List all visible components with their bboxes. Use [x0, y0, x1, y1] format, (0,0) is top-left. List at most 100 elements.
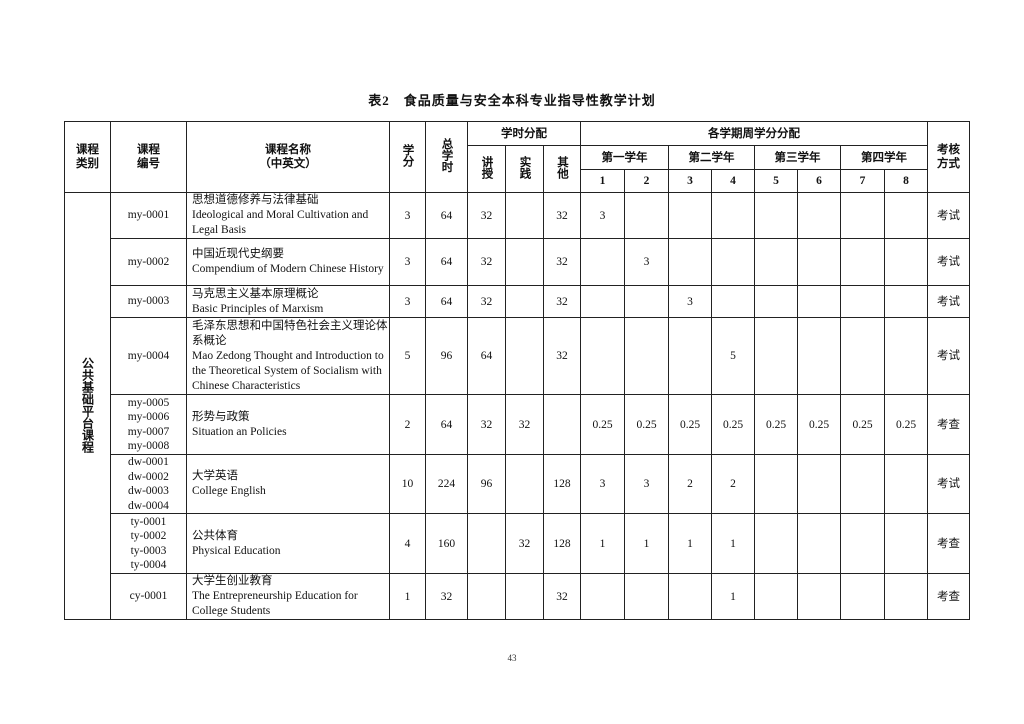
semester-6-cell: [797, 454, 842, 514]
semester-2-cell: 0.25: [624, 394, 670, 455]
course-code-cell: cy-0001: [110, 573, 187, 620]
semester-2-cell: [624, 285, 670, 318]
course-name-cn: 形势与政策: [192, 410, 250, 423]
table-row: ty-0001 ty-0002 ty-0003 ty-0004 公共体育 Physical…: [65, 513, 971, 574]
course-code: my-0003: [127, 295, 170, 308]
course-name-en: The Entrepreneurship Education for Colle…: [192, 590, 358, 617]
semester-7-cell: [840, 317, 886, 395]
header-semester-2: 2: [624, 169, 670, 193]
semester-1-cell: [580, 317, 626, 395]
header-semester-3: 3: [668, 169, 713, 193]
semester-2-cell: [624, 192, 670, 239]
course-name-cn: 马克思主义基本原理概论: [192, 287, 319, 300]
course-code: my-0005: [127, 396, 170, 409]
course-code: dw-0003: [128, 485, 169, 497]
header-semester-6: 6: [797, 169, 842, 193]
semester-1-cell: 0.25: [580, 394, 626, 455]
course-code-cell: my-0004: [110, 317, 187, 395]
lecture-cell: 32: [467, 394, 506, 455]
course-name-cell: 中国近现代史纲要 Compendium of Modern Chinese His…: [186, 238, 390, 286]
credit-cell: 3: [389, 192, 426, 239]
table-row: my-0002 中国近现代史纲要 Compendium of Modern Chin…: [65, 238, 971, 286]
course-code-cell: dw-0001 dw-0002 dw-0003 dw-0004: [110, 454, 187, 514]
course-name-cell: 马克思主义基本原理概论 Basic Principles of Marxism: [186, 285, 390, 318]
table-row: 公共基础平台课程 my-0001 思想道德修养与法律基础 Ideological an…: [64, 192, 971, 620]
header-practice: 实践: [505, 145, 544, 193]
course-code: my-0008: [127, 440, 170, 452]
semester-6-cell: [797, 285, 842, 318]
total-cell: 160: [425, 513, 468, 574]
semester-2-cell: [624, 317, 670, 395]
semester-6-cell: 0.25: [797, 394, 842, 455]
semester-5-cell: 0.25: [754, 394, 799, 455]
header-other: 其他: [542, 145, 582, 193]
semester-8-cell: [884, 513, 929, 574]
semester-1-cell: [580, 238, 626, 286]
semester-4-cell: [711, 192, 756, 239]
other-cell: 32: [542, 573, 582, 620]
semester-3-cell: [668, 317, 713, 395]
exam-cell: 考试: [927, 285, 971, 318]
semester-6-cell: [797, 192, 842, 239]
semester-8-cell: [884, 573, 929, 620]
course-name-en: Physical Education: [192, 544, 281, 557]
lecture-cell: [467, 573, 506, 620]
header-code: 课程编号: [110, 121, 187, 193]
semester-4-cell: [711, 238, 756, 286]
course-code: my-0007: [127, 425, 170, 438]
header-hours-alloc: 学时分配: [466, 121, 582, 146]
course-name-en: Compendium of Modern Chinese History: [192, 263, 384, 275]
total-cell: 64: [425, 192, 468, 239]
table-title: 表2 食品质量与安全本科专业指导性教学计划: [368, 93, 656, 108]
semester-5-cell: [754, 238, 799, 286]
semester-7-cell: [840, 573, 886, 620]
practice-cell: [505, 192, 544, 239]
course-code: cy-0001: [129, 590, 168, 603]
table-row: my-0003 马克思主义基本原理概论 Basic Principles of Ma…: [65, 285, 971, 318]
header-category: 课程类别: [64, 121, 111, 193]
semester-8-cell: [884, 285, 929, 318]
header-year-4: 第四学年: [840, 145, 929, 170]
header-lecture: 讲授: [467, 145, 506, 193]
total-cell: 64: [425, 394, 468, 455]
header-semester-1: 1: [580, 169, 626, 193]
header-total-hours: 总学时: [425, 121, 468, 193]
semester-4-cell: 5: [711, 317, 756, 395]
header-semester-5: 5: [754, 169, 799, 193]
course-name-cn: 毛泽东思想和中国特色社会主义理论体系概论: [192, 319, 388, 347]
header-year-2: 第二学年: [668, 145, 756, 170]
other-cell: 32: [542, 192, 582, 239]
exam-cell: 考试: [927, 454, 971, 514]
semester-1-cell: 3: [580, 454, 626, 514]
practice-cell: 32: [505, 513, 544, 574]
category-cell: 公共基础平台课程: [64, 192, 111, 620]
other-cell: 32: [542, 317, 582, 395]
credit-cell: 1: [389, 573, 426, 620]
header-name: 课程名称 （中英文）: [186, 121, 390, 193]
other-cell: [542, 394, 582, 455]
semester-5-cell: [754, 317, 799, 395]
exam-cell: 考试: [927, 238, 971, 286]
semester-8-cell: [884, 238, 929, 286]
semester-5-cell: [754, 192, 799, 239]
teaching-plan-table: 课程类别 课程编号 课程名称 （中英文） 学分 总学时 学时分配 各学期周学分分配…: [64, 121, 971, 620]
course-name-en: Basic Principles of Marxism: [192, 302, 324, 315]
other-cell: 128: [542, 513, 582, 574]
semester-3-cell: 0.25: [668, 394, 713, 455]
practice-cell: [505, 454, 544, 514]
semester-3-cell: 1: [668, 513, 713, 574]
header-semester-8: 8: [884, 169, 929, 193]
course-name-cn: 大学生创业教育: [192, 575, 273, 587]
lecture-cell: 64: [467, 317, 506, 395]
semester-6-cell: [797, 513, 842, 574]
semester-7-cell: 0.25: [840, 394, 886, 455]
credit-cell: 3: [389, 238, 426, 286]
semester-4-cell: [711, 285, 756, 318]
semester-1-cell: 3: [580, 192, 626, 239]
semester-3-cell: [668, 573, 713, 620]
header-year-1: 第一学年: [580, 145, 670, 170]
course-name-cell: 毛泽东思想和中国特色社会主义理论体系概论 Mao Zedong Thought a…: [186, 317, 390, 395]
credit-cell: 4: [389, 513, 426, 574]
course-code: my-0004: [127, 349, 170, 362]
course-code: ty-0001: [130, 515, 167, 528]
